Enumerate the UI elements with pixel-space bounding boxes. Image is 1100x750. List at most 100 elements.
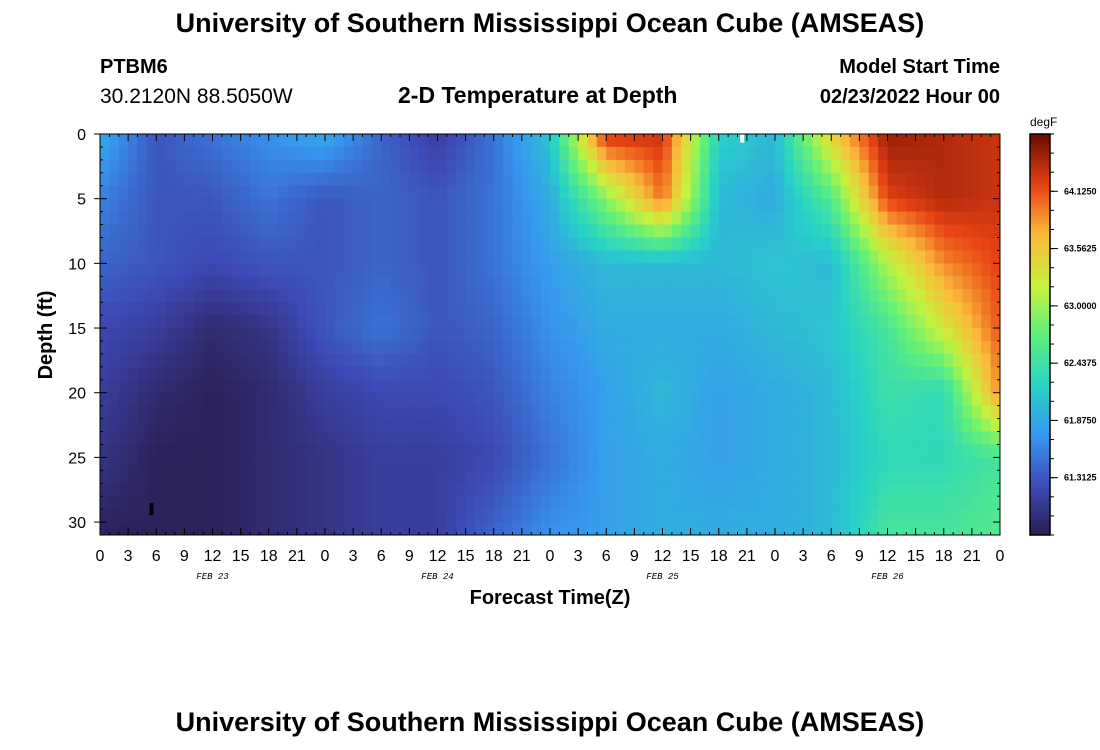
heatmap-cell: [259, 522, 270, 535]
heatmap-cell: [728, 392, 739, 407]
heatmap-cell: [475, 185, 485, 200]
heatmap-cell: [681, 276, 692, 290]
heatmap-cell: [662, 470, 673, 484]
heatmap-cell: [671, 483, 682, 497]
heatmap-cell: [287, 366, 298, 381]
heatmap-cell: [887, 146, 898, 161]
heatmap-cell: [746, 522, 757, 535]
heatmap-cell: [231, 172, 242, 187]
y-tick-label: 20: [68, 386, 86, 403]
heatmap-cell: [100, 444, 110, 458]
heatmap-cell: [962, 418, 973, 433]
heatmap-cell: [540, 237, 551, 252]
heatmap-cell: [306, 418, 317, 433]
heatmap-cell: [409, 134, 420, 148]
heatmap-cell: [475, 470, 485, 484]
heatmap-cell: [934, 211, 945, 226]
heatmap-cell: [456, 483, 467, 497]
heatmap-cell: [587, 522, 598, 535]
heatmap-cell: [193, 431, 204, 446]
heatmap-cell: [756, 289, 767, 303]
heatmap-cell: [540, 146, 551, 161]
heatmap-cell: [906, 172, 917, 187]
heatmap-cell: [578, 418, 589, 433]
heatmap-cell: [221, 134, 232, 148]
heatmap-cell: [259, 496, 270, 510]
heatmap-cell: [737, 276, 748, 290]
heatmap-cell: [793, 457, 804, 471]
heatmap-cell: [653, 198, 664, 213]
heatmap-cell: [381, 134, 392, 148]
heatmap-cell: [990, 185, 1000, 200]
heatmap-cell: [512, 392, 523, 407]
heatmap-cell: [765, 315, 776, 329]
heatmap-cell: [371, 211, 382, 226]
heatmap-cell: [531, 134, 542, 148]
heatmap-cell: [840, 315, 851, 329]
heatmap-cell: [596, 444, 607, 458]
heatmap-cell: [559, 146, 570, 161]
heatmap-cell: [615, 405, 626, 420]
heatmap-cell: [709, 457, 720, 471]
heatmap-cell: [212, 172, 223, 187]
heatmap-cell: [690, 483, 701, 497]
heatmap-cell: [353, 315, 364, 329]
heatmap-cell: [203, 250, 214, 264]
heatmap-cell: [653, 302, 664, 316]
heatmap-cell: [821, 483, 832, 497]
heatmap-cell: [915, 353, 926, 368]
heatmap-cell: [971, 457, 982, 471]
heatmap-cell: [728, 379, 739, 394]
heatmap-cell: [934, 353, 945, 368]
heatmap-cell: [859, 522, 870, 535]
heatmap-cell: [193, 263, 204, 277]
heatmap-cell: [746, 457, 757, 471]
heatmap-cell: [681, 159, 692, 174]
heatmap-cell: [240, 315, 251, 329]
heatmap-cell: [962, 211, 973, 226]
heatmap-cell: [212, 522, 223, 535]
heatmap-cell: [240, 263, 251, 277]
heatmap-cell: [306, 392, 317, 407]
heatmap-cell: [756, 483, 767, 497]
heatmap-cell: [109, 496, 120, 510]
heatmap-cell: [690, 366, 701, 381]
heatmap-cell: [381, 263, 392, 277]
heatmap-cell: [428, 172, 439, 187]
heatmap-cell: [718, 146, 729, 161]
heatmap-cell: [418, 224, 429, 239]
heatmap-cell: [831, 224, 842, 239]
heatmap-cell: [493, 328, 504, 342]
heatmap-cell: [728, 483, 739, 497]
heatmap-cell: [887, 392, 898, 407]
heatmap-cell: [812, 405, 823, 420]
heatmap-cell: [456, 522, 467, 535]
heatmap-cell: [550, 185, 560, 200]
heatmap-cell: [137, 353, 148, 368]
heatmap-cell: [334, 198, 345, 213]
heatmap-cell: [315, 276, 326, 290]
heatmap-cell: [746, 146, 757, 161]
heatmap-cell: [371, 237, 382, 252]
heatmap-cell: [493, 457, 504, 471]
heatmap-cell: [812, 172, 823, 187]
heatmap-cell: [400, 328, 410, 342]
heatmap-cell: [465, 470, 476, 484]
heatmap-cell: [521, 353, 532, 368]
heatmap-cell: [456, 250, 467, 264]
heatmap-cell: [428, 185, 439, 200]
heatmap-cell: [587, 431, 598, 446]
heatmap-cell: [709, 276, 720, 290]
heatmap-cell: [737, 418, 748, 433]
heatmap-cell: [765, 134, 776, 148]
heatmap-cell: [596, 431, 607, 446]
heatmap-cell: [662, 302, 673, 316]
heatmap-cell: [165, 431, 176, 446]
heatmap-cell: [212, 211, 223, 226]
heatmap-cell: [484, 328, 495, 342]
heatmap-cell: [878, 328, 889, 342]
heatmap-cell: [493, 134, 504, 148]
heatmap-cell: [325, 134, 335, 148]
heatmap-cell: [887, 431, 898, 446]
heatmap-cell: [971, 315, 982, 329]
